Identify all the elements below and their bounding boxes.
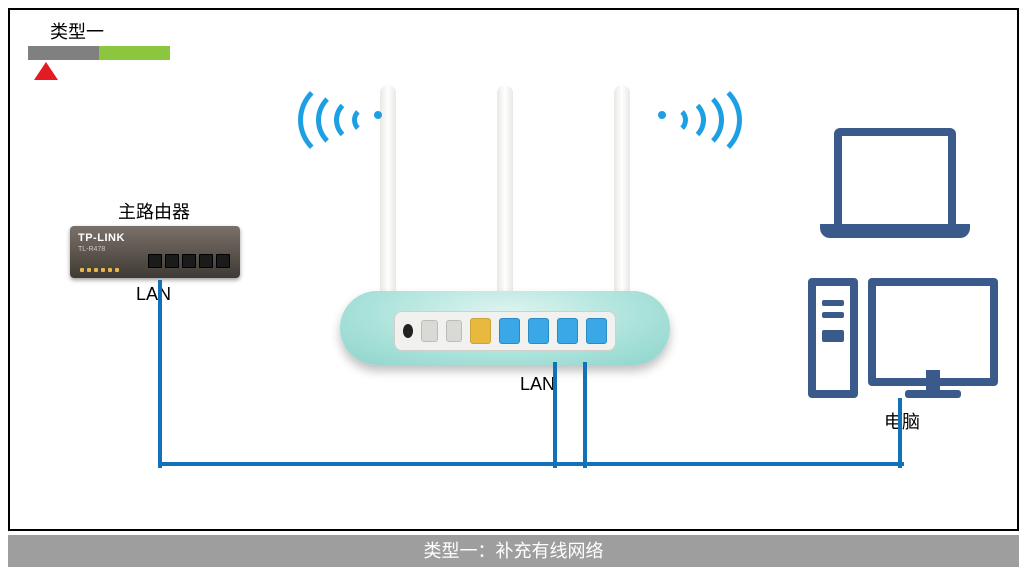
power-jack-icon xyxy=(403,324,413,338)
desktop-icon xyxy=(808,278,998,398)
laptop-base xyxy=(820,224,970,238)
desktop-tower xyxy=(808,278,858,398)
diagram-root: 类型一 主路由器 TP-LINK TL-R478 LAN xyxy=(0,0,1027,575)
label-router-lan: LAN xyxy=(520,374,555,395)
label-main-router: 主路由器 xyxy=(118,198,190,224)
switch-leds xyxy=(80,268,119,272)
lan-port-icon xyxy=(586,318,607,344)
antenna-2 xyxy=(497,85,513,315)
power-button-icon xyxy=(421,320,438,342)
label-main-router-lan: LAN xyxy=(136,284,171,305)
desktop-stand xyxy=(926,370,940,390)
lan-port-icon xyxy=(528,318,549,344)
desktop-foot xyxy=(905,390,961,398)
switch-ports xyxy=(148,254,230,268)
antenna-3 xyxy=(614,85,630,315)
laptop-screen xyxy=(834,128,956,232)
cable-router-drop2 xyxy=(583,362,587,468)
cable-router-drop1 xyxy=(553,362,557,468)
lan-port-icon xyxy=(499,318,520,344)
wireless-router xyxy=(340,285,670,365)
router-body xyxy=(340,291,670,365)
router-back-panel xyxy=(394,311,616,351)
wifi-icon-left xyxy=(310,80,380,150)
antenna-1 xyxy=(380,85,396,315)
legend-pointer xyxy=(34,62,58,80)
caption-bar: 类型一：补充有线网络 xyxy=(8,535,1019,567)
reset-button-icon xyxy=(446,320,463,342)
cable-trunk-left xyxy=(160,462,559,466)
wifi-icon-right xyxy=(660,80,730,150)
laptop-icon xyxy=(820,128,970,238)
legend-title: 类型一 xyxy=(50,18,104,44)
wan-port-icon xyxy=(470,318,491,344)
lan-port-icon xyxy=(557,318,578,344)
label-computer: 电脑 xyxy=(884,408,920,434)
switch-brand: TP-LINK xyxy=(78,232,125,244)
legend-bar-grey xyxy=(28,46,99,60)
cable-switch-drop xyxy=(158,280,162,468)
switch-model: TL-R478 xyxy=(78,246,105,253)
cable-trunk-right xyxy=(555,462,904,466)
main-router-device: TP-LINK TL-R478 xyxy=(70,226,240,278)
cable-pc-drop xyxy=(898,398,902,468)
legend-bar-green xyxy=(99,46,170,60)
